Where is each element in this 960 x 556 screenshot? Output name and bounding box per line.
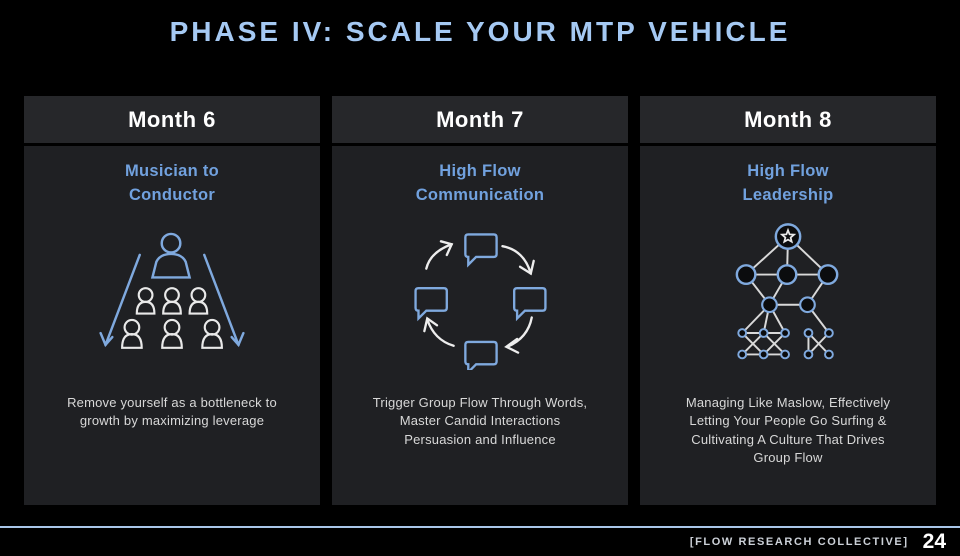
card-month-8: Month 8 High Flow Leadership <box>640 96 936 505</box>
card-description: Trigger Group Flow Through Words, Master… <box>372 394 588 447</box>
brand-label: [FLOW RESEARCH COLLECTIVE] <box>689 536 909 548</box>
card-subtitle: High Flow Leadership <box>742 162 834 204</box>
communication-cycle-icon <box>332 212 628 380</box>
cards-row: Month 6 Musician to Conductor <box>24 96 936 505</box>
month-label: Month 6 <box>128 106 216 132</box>
footer-accent-line <box>0 526 960 528</box>
card-month-6: Month 6 Musician to Conductor <box>24 96 320 505</box>
card-month-6-header: Month 6 <box>24 96 320 146</box>
footer: [FLOW RESEARCH COLLECTIVE] 24 <box>0 528 960 556</box>
card-description: Remove yourself as a bottleneck to growt… <box>67 394 277 429</box>
card-month-7: Month 7 High Flow Communication <box>332 96 628 505</box>
card-month-8-header: Month 8 <box>640 96 936 146</box>
month-label: Month 8 <box>744 106 832 132</box>
page-number: 24 <box>922 530 946 553</box>
conductor-delegation-icon <box>24 212 320 380</box>
month-label: Month 7 <box>436 106 524 132</box>
star-glyph <box>779 228 797 244</box>
slide-title: PHASE IV: SCALE YOUR MTP VEHICLE <box>169 16 791 47</box>
card-subtitle: Musician to Conductor <box>124 162 220 204</box>
leadership-network-icon <box>640 212 936 380</box>
card-month-7-header: Month 7 <box>332 96 628 146</box>
card-description: Managing Like Maslow, Effectively Lettin… <box>685 394 891 466</box>
card-subtitle: High Flow Communication <box>415 162 545 204</box>
